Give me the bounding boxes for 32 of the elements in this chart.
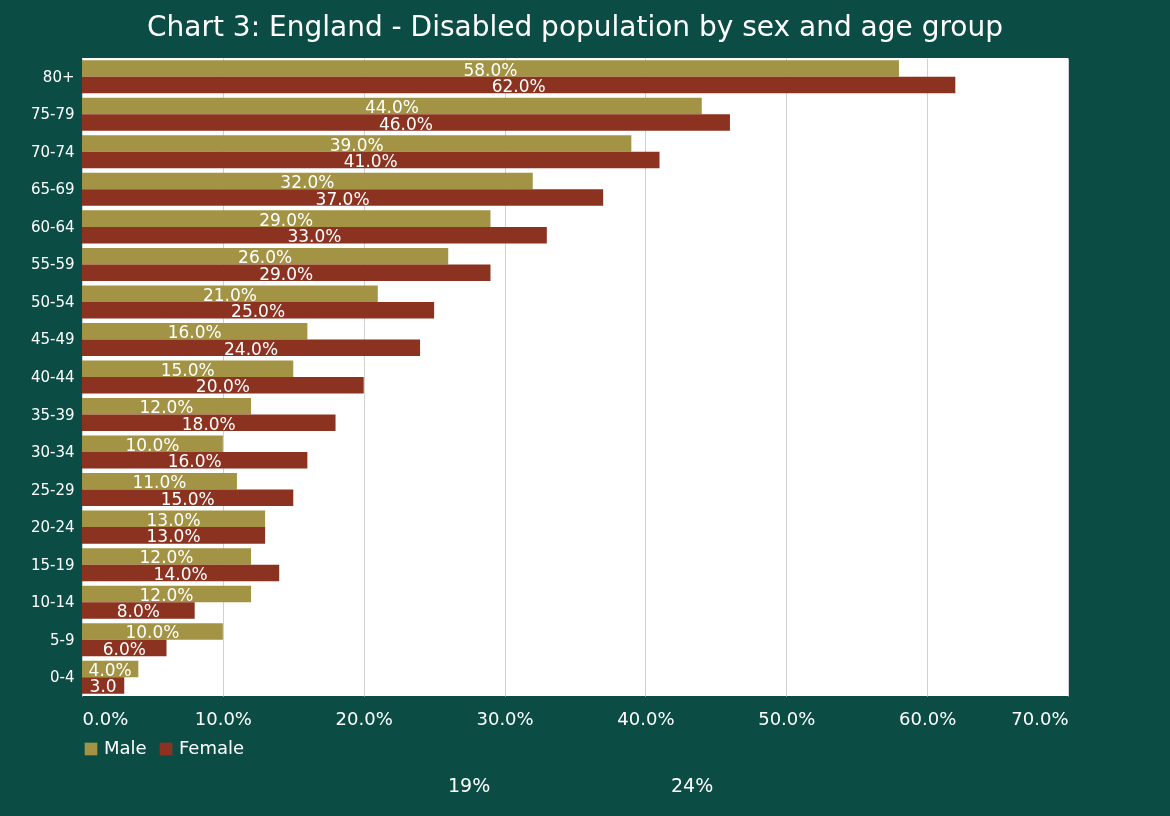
chart-title: Chart 3: England - Disabled population by sex and age group bbox=[147, 10, 1003, 43]
x-tick-label: 10.0% bbox=[194, 707, 252, 729]
data-label: 24.0% bbox=[224, 338, 279, 359]
x-tick-label: 0.0% bbox=[82, 707, 129, 729]
x-tick-label: 40.0% bbox=[617, 707, 675, 729]
text: 24% bbox=[671, 774, 714, 796]
y-tick-label: 55-59 bbox=[30, 255, 75, 274]
x-tick-label: 30.0% bbox=[476, 707, 534, 729]
legend-label: Male bbox=[104, 737, 147, 758]
x-tick-label: 20.0% bbox=[335, 707, 393, 729]
y-tick-label: 45-49 bbox=[30, 330, 75, 349]
y-tick-label: 40-44 bbox=[30, 368, 75, 386]
y-tick-label: 50-54 bbox=[30, 292, 75, 311]
x-tick-label: 50.0% bbox=[758, 707, 816, 729]
y-tick-label: 30-34 bbox=[30, 443, 75, 462]
y-tick-label: 70-74 bbox=[30, 142, 75, 161]
x-tick-label: 60.0% bbox=[899, 707, 957, 729]
y-tick-label: 65-69 bbox=[30, 180, 75, 199]
x-tick-label: 70.0% bbox=[1011, 707, 1069, 729]
y-tick-label: 80+ bbox=[42, 67, 75, 86]
y-tick-label: 75-79 bbox=[30, 105, 75, 124]
y-tick-label: 5-9 bbox=[50, 630, 75, 649]
legend-label: Female bbox=[179, 737, 245, 758]
y-tick-label: 20-24 bbox=[30, 518, 75, 537]
y-tick-label: 10-14 bbox=[30, 593, 75, 612]
y-tick-label: 25-29 bbox=[30, 480, 75, 499]
text: 19% bbox=[448, 774, 491, 796]
y-tick-label: 35-39 bbox=[30, 405, 75, 424]
data-label: 16.0% bbox=[167, 322, 222, 343]
y-tick-label: 60-64 bbox=[30, 217, 75, 236]
y-tick-label: 0-4 bbox=[50, 668, 75, 687]
y-tick-label: 15-19 bbox=[30, 555, 75, 574]
